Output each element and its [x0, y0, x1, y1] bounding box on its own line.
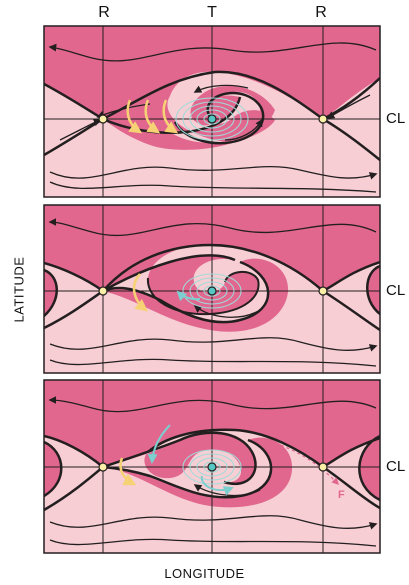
dark-left-edge: [44, 270, 57, 316]
point-r-left-3: [98, 462, 108, 472]
x-axis-label: LONGITUDE: [164, 566, 245, 581]
cl-label-panel-2: CL: [386, 282, 406, 299]
panel-3: F: [43, 379, 381, 554]
dark-lobe-lower: [103, 437, 293, 508]
label-t-center: T: [207, 4, 217, 21]
label-r-left: R: [98, 4, 110, 21]
point-r-right-2: [318, 286, 328, 296]
cl-label-panel-3: CL: [386, 458, 406, 475]
arrow-marker-f: F: [338, 489, 345, 501]
point-t-3: [207, 462, 217, 472]
label-r-right: R: [315, 4, 327, 21]
point-r-left-1: [98, 114, 108, 124]
point-r-right-1: [318, 114, 328, 124]
point-t-1: [207, 114, 217, 124]
point-r-left-2: [98, 286, 108, 296]
panel-1: [43, 25, 381, 198]
point-r-right-3: [318, 462, 328, 472]
dark-lobe: [103, 86, 275, 150]
vortex-rings: [175, 97, 249, 141]
vortex-rings: [182, 449, 242, 485]
dark-lobe-lower: [103, 258, 289, 332]
panel-2: [43, 204, 381, 374]
point-t-2: [207, 286, 217, 296]
cl-label-panel-1: CL: [386, 110, 406, 127]
